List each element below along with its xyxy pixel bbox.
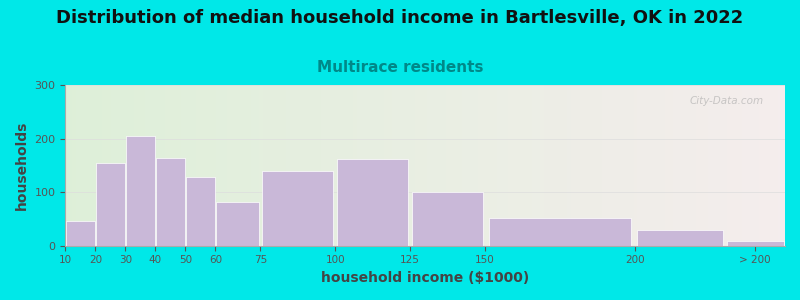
Text: City-Data.com: City-Data.com xyxy=(690,96,763,106)
Bar xyxy=(96,163,125,246)
Bar xyxy=(217,202,259,246)
Bar xyxy=(489,218,631,246)
Bar xyxy=(412,192,483,246)
Bar xyxy=(126,136,154,246)
Text: Multirace residents: Multirace residents xyxy=(317,60,483,75)
Bar xyxy=(66,220,94,246)
X-axis label: household income ($1000): household income ($1000) xyxy=(321,271,530,285)
Bar xyxy=(726,242,783,246)
Text: Distribution of median household income in Bartlesville, OK in 2022: Distribution of median household income … xyxy=(56,9,744,27)
Bar xyxy=(186,177,214,246)
Bar xyxy=(262,171,334,246)
Bar xyxy=(337,159,408,246)
Y-axis label: households: households xyxy=(15,121,29,210)
Bar xyxy=(638,230,722,246)
Bar xyxy=(156,158,185,246)
